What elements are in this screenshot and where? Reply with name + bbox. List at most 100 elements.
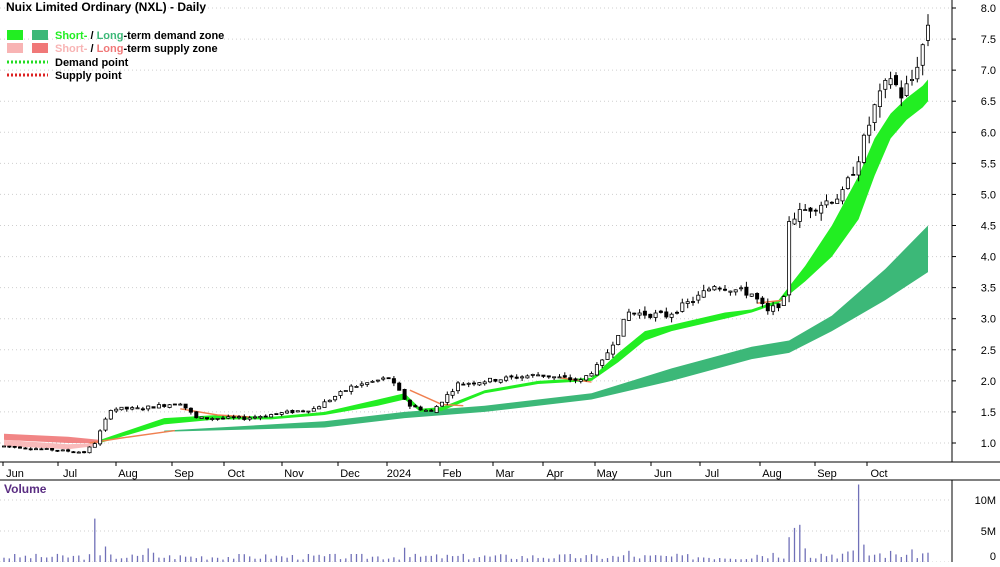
candle-body [504, 376, 509, 381]
candle-body [776, 303, 781, 309]
candle-body [274, 413, 279, 416]
candle-body [664, 311, 669, 318]
supply-point-legend: Supply point [55, 70, 122, 82]
candle-body [824, 200, 829, 206]
candle-body [386, 377, 391, 380]
candle-body [108, 409, 113, 420]
demand-zone-sep: / [87, 30, 96, 42]
supply-zone-sep: / [87, 43, 96, 55]
candle-body [146, 405, 151, 410]
candle-body [685, 301, 690, 304]
candle-body [327, 399, 332, 403]
candle-body [525, 375, 530, 379]
candle-body [87, 446, 92, 454]
x-tick-label: Jul [705, 468, 719, 480]
candle-body [103, 418, 108, 431]
candle-body [584, 375, 589, 381]
candle-body [915, 66, 920, 80]
y-tick-label: 4.0 [981, 252, 996, 264]
candle-body [696, 294, 701, 301]
candle-body [669, 313, 674, 318]
volume-tick-label: 5M [981, 526, 996, 538]
candle-body [226, 416, 231, 419]
candle-body [285, 410, 290, 414]
candle-body [691, 301, 696, 303]
candle-body [509, 375, 514, 378]
candle-body [391, 378, 396, 384]
x-tick-label: Aug [118, 468, 138, 480]
candle-body [829, 201, 834, 204]
candle-body [632, 312, 637, 315]
candle-body [904, 83, 909, 97]
candle-body [204, 417, 209, 420]
candle-body [675, 311, 680, 314]
x-tick-label: Oct [227, 468, 244, 480]
candle-body [749, 293, 754, 297]
demand-point-legend: Demand point [55, 57, 129, 69]
x-tick-label: Jun [654, 468, 672, 480]
candle-body [888, 78, 893, 86]
candle-body [813, 209, 818, 212]
candle-body [301, 410, 306, 413]
supply-zone-legend: Short- / Long-term supply zone [55, 43, 218, 55]
candle-body [717, 287, 722, 290]
y-tick-label: 8.0 [981, 3, 996, 15]
candle-body [349, 385, 354, 392]
candle-body [926, 24, 931, 41]
candle-body [487, 377, 492, 383]
candle-body [637, 312, 642, 316]
candle-body [114, 408, 119, 412]
x-tick-label: Jun [6, 468, 24, 480]
candle-body [311, 408, 316, 412]
candle-body [50, 447, 55, 451]
candle-body [17, 446, 22, 449]
candle-body [140, 408, 145, 411]
short-term-supply-zone [4, 439, 95, 450]
candle-body [455, 382, 460, 392]
candle-body [845, 177, 850, 190]
x-tick-label: Jul [63, 468, 77, 480]
candle-body [210, 418, 215, 420]
candle-body [82, 451, 87, 454]
candle-body [477, 382, 482, 386]
candle-body [28, 448, 33, 451]
demand-zone-long-label: Long [97, 30, 124, 42]
candle-body [536, 374, 541, 377]
candle-body [71, 451, 76, 454]
candle-body [498, 379, 503, 383]
candle-body [370, 380, 375, 383]
candle-body [894, 75, 899, 86]
candle-body [910, 79, 915, 82]
candle-body [835, 198, 840, 204]
candle-body [728, 290, 733, 293]
candle-body [156, 404, 161, 409]
candle-body [610, 344, 615, 355]
candle-body [306, 410, 311, 413]
candle-body [568, 377, 573, 381]
candle-body [466, 382, 471, 385]
candle-body [642, 310, 647, 316]
candle-body [269, 414, 274, 418]
candle-body [755, 292, 760, 300]
candle-body [290, 409, 295, 414]
candle-body [151, 406, 156, 409]
candle-body [402, 388, 407, 400]
candle-body [733, 289, 738, 293]
candle-body [124, 406, 129, 410]
volume-tick-label: 10M [975, 495, 996, 507]
candle-body [279, 412, 284, 415]
candle-body [119, 406, 124, 411]
candle-body [434, 405, 439, 413]
y-tick-label: 6.0 [981, 127, 996, 139]
candle-body [338, 391, 343, 396]
candle-body [365, 382, 370, 385]
short-demand-swatch [7, 30, 23, 40]
supply-zone-long-label: Long [97, 43, 124, 55]
candle-body [98, 430, 103, 445]
y-tick-label: 7.0 [981, 65, 996, 77]
candle-body [573, 378, 578, 381]
candle-body [712, 286, 717, 291]
candle-body [744, 286, 749, 296]
